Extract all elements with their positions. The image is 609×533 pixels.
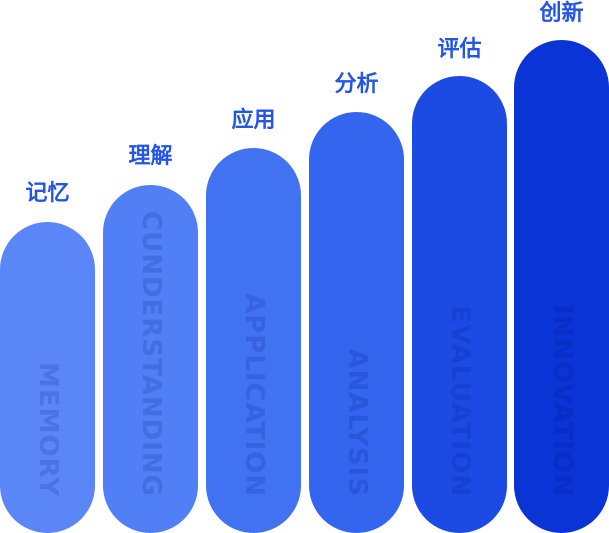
- stage-english-label: EVALUATION: [444, 305, 475, 497]
- stage-application: 应用 APPLICATION: [206, 0, 301, 533]
- stage-bar: CUNDERSTANDING: [103, 185, 198, 533]
- stage-bar: ANALYSIS: [309, 112, 404, 533]
- stage-english-label: CUNDERSTANDING: [135, 211, 166, 497]
- stage-bar: MEMORY: [0, 222, 95, 533]
- stage-title: 分析: [334, 72, 379, 97]
- stage-bar: INNOVATION: [514, 40, 609, 533]
- stage-analysis: 分析 ANALYSIS: [309, 0, 404, 533]
- stage-innovation: 创新 INNOVATION: [514, 0, 609, 533]
- stage-title: 应用: [231, 108, 276, 133]
- stage-memory: 记忆 MEMORY: [0, 0, 95, 533]
- stage-understanding: 理解 CUNDERSTANDING: [103, 0, 198, 533]
- stage-title: 创新: [539, 1, 584, 26]
- stage-title: 评估: [437, 37, 482, 62]
- stage-english-label: APPLICATION: [238, 293, 269, 497]
- stage-english-label: INNOVATION: [546, 304, 577, 497]
- stage-title: 记忆: [25, 181, 70, 206]
- stage-evaluation: 评估 EVALUATION: [412, 0, 507, 533]
- stage-bar: APPLICATION: [206, 148, 301, 533]
- stage-bar: EVALUATION: [412, 76, 507, 533]
- stage-english-label: MEMORY: [32, 361, 63, 497]
- stage-title: 理解: [128, 144, 173, 169]
- stage-english-label: ANALYSIS: [341, 348, 372, 497]
